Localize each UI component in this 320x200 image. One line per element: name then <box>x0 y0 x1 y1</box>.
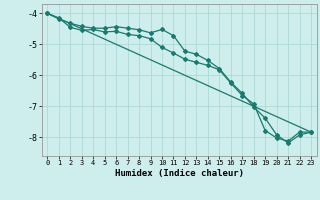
X-axis label: Humidex (Indice chaleur): Humidex (Indice chaleur) <box>115 169 244 178</box>
